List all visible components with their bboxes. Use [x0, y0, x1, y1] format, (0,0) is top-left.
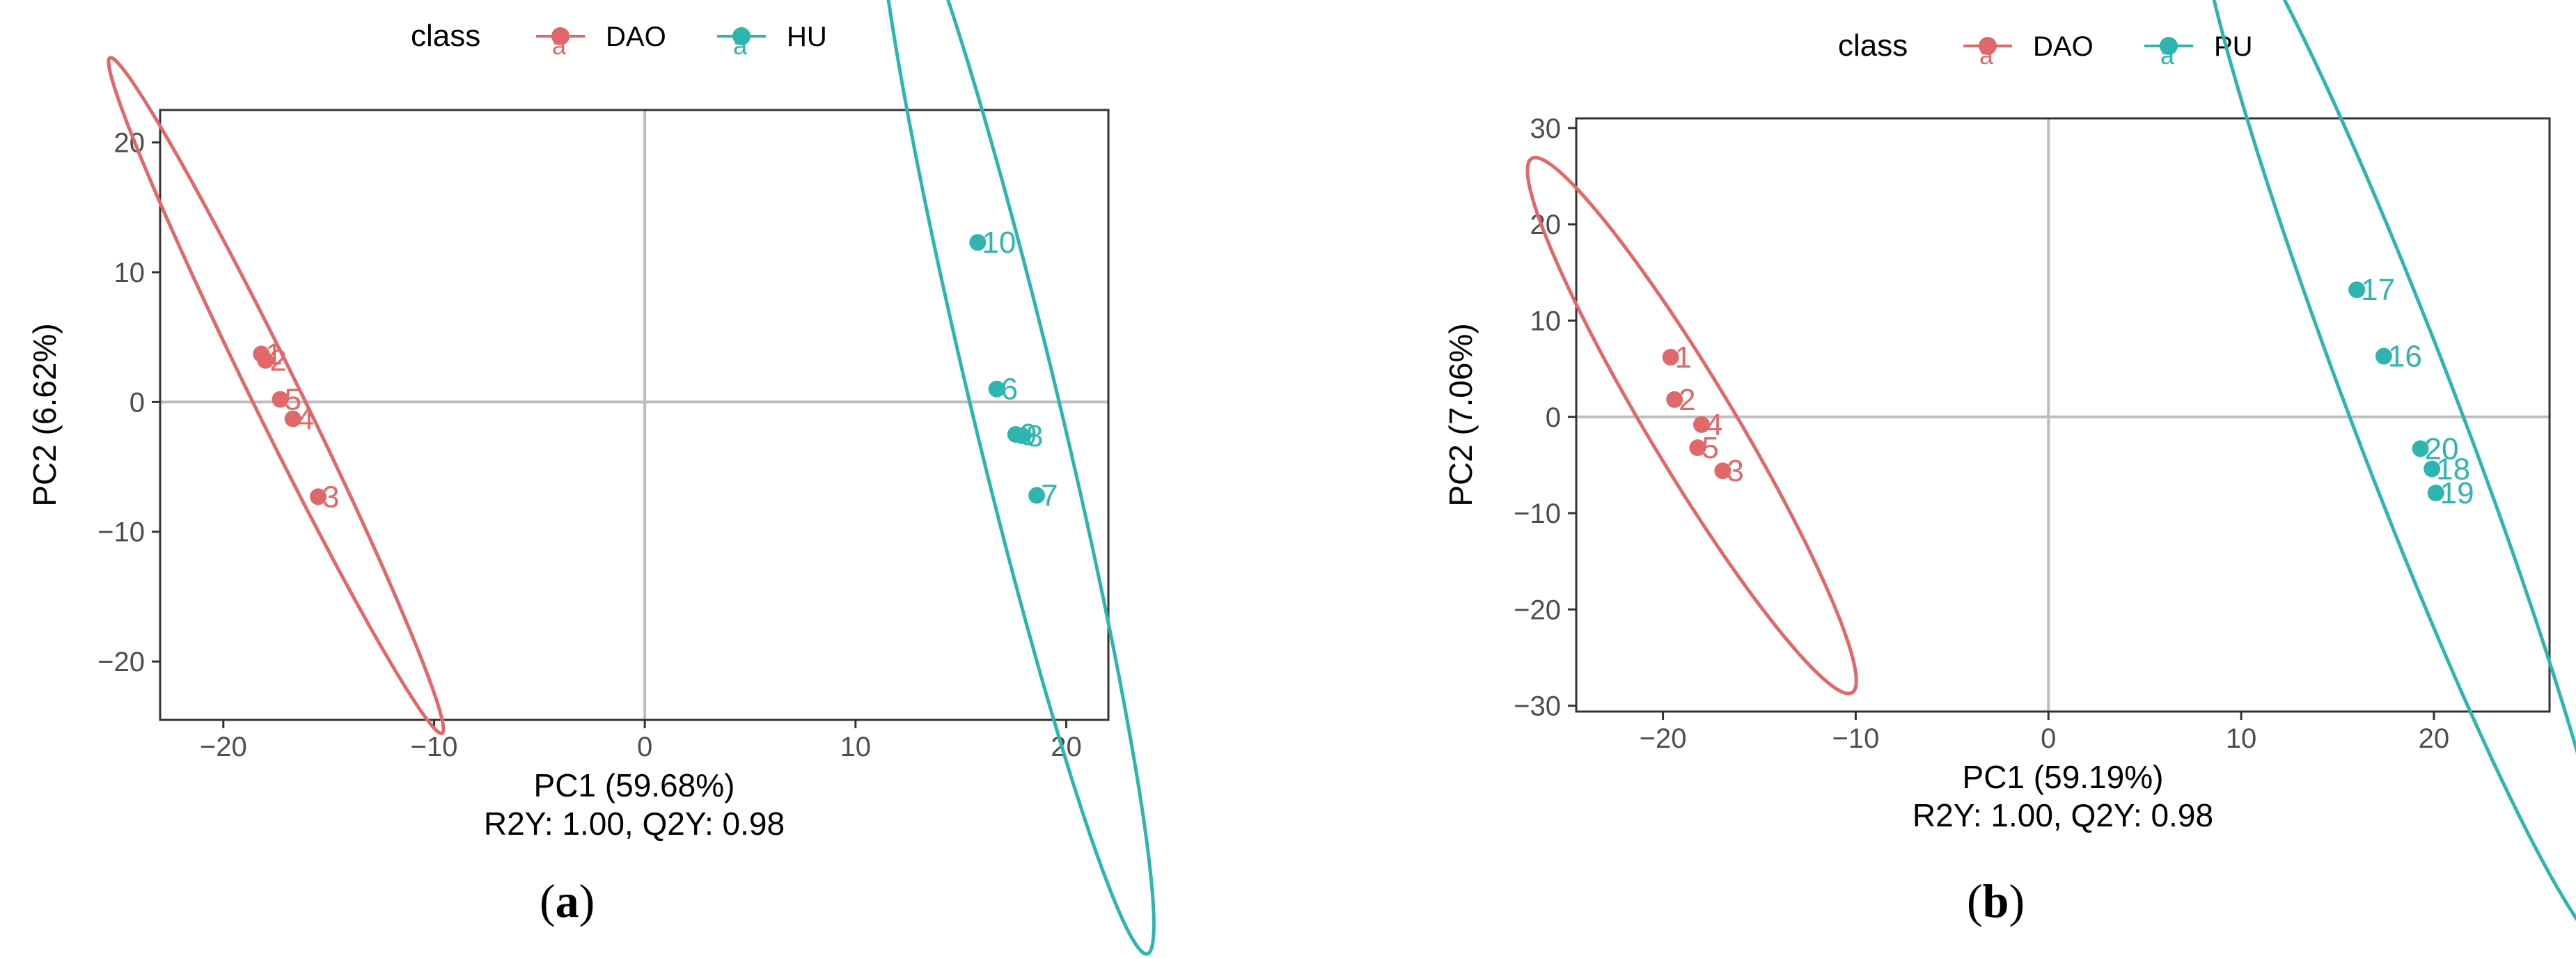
chart-panel-b: −20 −10 0 10 20 −30 −20 −10 0 10 20 30 PC1 (59.19%)R… [1443, 0, 2576, 922]
legend-key-letter: a [552, 31, 567, 60]
legend-key-letter: a [733, 31, 748, 60]
data-point [284, 410, 301, 427]
point-label: 2 [1679, 383, 1695, 417]
point-label: 18 [2436, 452, 2470, 486]
x-tick-label: −10 [1832, 723, 1879, 754]
data-point [1693, 416, 1710, 433]
data-point [2348, 281, 2366, 299]
point-label: 7 [1041, 479, 1058, 513]
confidence-ellipse-hu [886, 0, 1156, 956]
data-point [1714, 462, 1731, 480]
x-axis-subtitle: R2Y: 1.00, Q2Y: 0.98 [1913, 797, 2213, 833]
plot-frame [159, 109, 1110, 721]
point-label: 3 [322, 480, 339, 514]
point-label: 9 [1020, 418, 1037, 452]
legend-key-point [2160, 37, 2178, 55]
point-label: 1 [1675, 340, 1692, 375]
legend-key-point [551, 27, 570, 45]
legend-key-point [1979, 37, 1997, 55]
data-point [1028, 487, 1046, 504]
x-tick-label: −20 [200, 732, 247, 762]
data-point [272, 391, 289, 408]
x-tick-label: −10 [411, 732, 458, 762]
point-label: 6 [1001, 372, 1018, 407]
point-label: 5 [285, 383, 301, 417]
data-point [2375, 347, 2392, 365]
y-tick-label: 10 [1530, 306, 1562, 336]
point-label: 10 [982, 226, 1016, 260]
y-tick-label: −10 [1514, 498, 1561, 529]
data-point [988, 380, 1005, 398]
legend: class a DAO a PU [1838, 29, 2253, 70]
legend-title: class [1838, 29, 1908, 63]
data-point [2427, 485, 2444, 502]
point-label: 20 [2425, 432, 2459, 466]
point-label: 17 [2361, 273, 2395, 307]
y-tick-label: −30 [1514, 691, 1561, 722]
legend-entry-dao: DAO [2033, 31, 2094, 62]
legend-title: class [411, 19, 480, 53]
point-label: 19 [2440, 476, 2474, 510]
data-point [310, 488, 327, 505]
x-tick-label: 20 [2419, 723, 2450, 754]
x-tick-label: 10 [2226, 723, 2257, 754]
point-label: 16 [2388, 340, 2422, 374]
y-tick-label: −10 [97, 517, 145, 548]
x-axis-title: PC1 (59.19%) [1963, 759, 2164, 795]
y-tick-label: −20 [1514, 595, 1561, 625]
y-axis-title: PC2 (7.06%) [1443, 323, 1479, 506]
legend-entry-hu: HU [787, 22, 827, 52]
data-point [1007, 425, 1024, 443]
x-axis-title: PC1 (59.68%) [534, 767, 735, 803]
data-point [257, 352, 274, 369]
confidence-ellipse-dao [107, 56, 446, 736]
point-label: 4 [297, 402, 314, 437]
x-tick-label: 0 [637, 732, 652, 762]
x-tick-label: 10 [840, 732, 872, 762]
data-point [1689, 439, 1706, 457]
panel-label-b: (b) [1967, 874, 2025, 927]
legend: class a DAO a HU [411, 19, 827, 60]
x-axis-subtitle: R2Y: 1.00, Q2Y: 0.98 [484, 806, 785, 842]
x-tick-label: −20 [1640, 723, 1687, 754]
data-point [2424, 460, 2441, 478]
y-tick-label: 0 [129, 387, 145, 418]
x-tick-label: 0 [2041, 723, 2056, 754]
panel-label-a: (a) [540, 874, 595, 927]
y-tick-label: 10 [114, 258, 146, 288]
confidence-ellipse-dao [1525, 155, 1858, 696]
point-label: 4 [1706, 408, 1722, 442]
y-axis-title: PC2 (6.62%) [26, 323, 63, 506]
legend-entry-dao: DAO [606, 22, 666, 52]
y-tick-label: 0 [1546, 402, 1561, 433]
point-label: 2 [269, 344, 286, 378]
legend-key-point [732, 27, 751, 45]
legend-key-letter: a [2160, 41, 2175, 70]
y-tick-label: 30 [1530, 113, 1562, 144]
data-point [1662, 349, 1679, 366]
y-tick-label: −20 [97, 647, 145, 677]
data-point [1666, 391, 1683, 408]
data-point [969, 234, 987, 251]
plot-frame [1575, 117, 2551, 713]
point-label: 5 [1702, 431, 1718, 465]
legend-key-letter: a [1979, 41, 1994, 70]
legend-entry-pu: PU [2214, 31, 2253, 62]
confidence-ellipse-pu [2212, 0, 2576, 922]
data-point [2412, 440, 2429, 457]
point-label: 3 [1727, 454, 1743, 488]
point-label: 8 [1026, 419, 1043, 453]
